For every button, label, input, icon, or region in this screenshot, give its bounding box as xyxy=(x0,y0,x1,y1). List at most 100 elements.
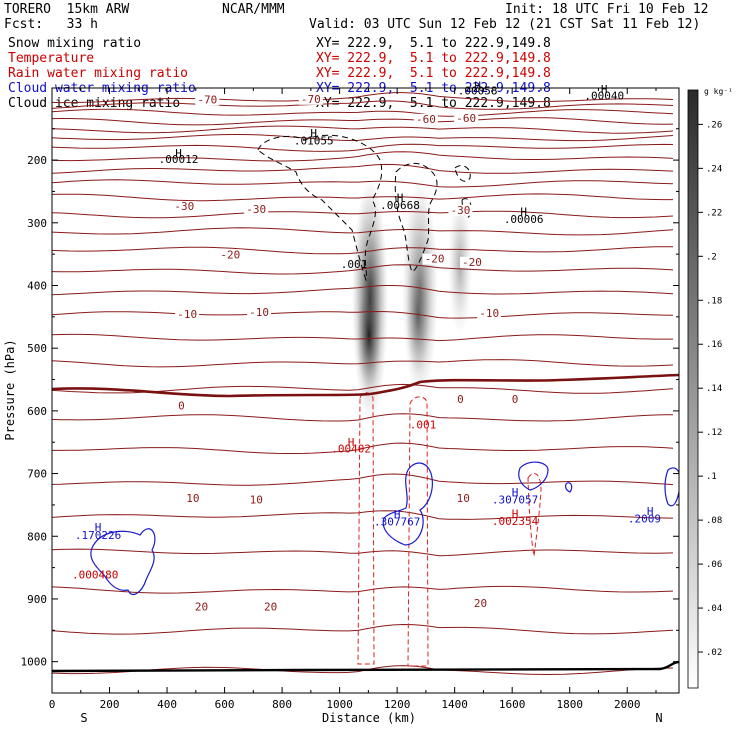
y-tick-label: 600 xyxy=(27,405,47,418)
temperature-label: -70 xyxy=(197,93,217,106)
contour-annotation: .170226 xyxy=(75,529,121,542)
temperature-label: 0 xyxy=(457,393,464,406)
temperature-label: -70 xyxy=(301,93,321,106)
temperature-label: -60 xyxy=(416,113,436,126)
isotherm-line xyxy=(52,473,674,486)
isotherm-line xyxy=(52,100,674,110)
temperature-label-bg xyxy=(422,253,447,265)
temperature-label: 10 xyxy=(186,492,199,505)
contour-annotation: .00012 xyxy=(159,153,199,166)
legend-rain-name: Rain water mixing ratio xyxy=(8,66,189,81)
snow-shading xyxy=(352,180,472,420)
colorbar-tick-label: .2 xyxy=(706,252,717,262)
isotherm-line xyxy=(52,227,674,236)
contour-annotation: .00402 xyxy=(331,442,371,455)
temperature-label-bg xyxy=(454,113,479,125)
legend-cloud-ice-name: Cloud ice mixing ratio xyxy=(8,96,181,111)
chart-annotations: -70 -70 -60 -60 -30 -30 -30 -20 -20 -20 -10 -10 -10 0… xyxy=(72,79,661,613)
isotherm-line xyxy=(52,585,674,594)
x-tick-label: 1800 xyxy=(556,698,583,711)
y-tick-label: 400 xyxy=(27,279,47,292)
ground-line xyxy=(52,660,679,673)
contour-annotation: H xyxy=(394,508,401,521)
x-axis-label: Distance (km) xyxy=(322,711,416,725)
colorbar-tick-label: .24 xyxy=(706,164,722,174)
temperature-label: 20 xyxy=(195,601,208,614)
temperature-label-bg xyxy=(258,601,283,613)
temperature-label-bg xyxy=(180,493,205,505)
colorbar-tick-label: .06 xyxy=(706,560,722,570)
contour-annotation: H xyxy=(348,436,355,449)
temperature-label: 20 xyxy=(474,597,487,610)
y-tick-label: 300 xyxy=(27,217,47,230)
isotherm-line xyxy=(52,413,674,422)
freezing-level xyxy=(52,373,679,398)
y-tick-label: 900 xyxy=(27,593,47,606)
colorbar-tick-label: .1 xyxy=(706,472,717,482)
isotherm-line xyxy=(52,143,674,152)
y-tick-label: 200 xyxy=(27,154,47,167)
y-tick-label: 700 xyxy=(27,468,47,481)
x-tick-label: 1400 xyxy=(441,698,468,711)
valid-label: Valid: 03 UTC Sun 12 Feb 12 (21 CST Sat … xyxy=(309,17,701,32)
contour-annotation: H xyxy=(95,521,102,534)
temperature-label: -10 xyxy=(479,307,499,320)
isotherm-line xyxy=(52,510,674,520)
legend-temperature-xy: XY= 222.9, 5.1 to 222.9,149.8 xyxy=(316,51,551,66)
x-tick-label: 1600 xyxy=(499,698,526,711)
contour-annotation: .307767 xyxy=(374,516,420,529)
temperature-label-bg xyxy=(468,597,493,609)
colorbar-tick-label: .14 xyxy=(706,384,722,394)
temperature-label-bg xyxy=(244,204,269,216)
contour-annotation: .00006 xyxy=(504,213,544,226)
isotherm-line xyxy=(52,193,673,202)
x-tick-label: 600 xyxy=(215,698,235,711)
temperature-label-bg xyxy=(459,256,484,268)
contour-annotation: .002354 xyxy=(492,515,539,528)
isotherm-line xyxy=(52,359,674,368)
contour-annotation: .307057 xyxy=(492,494,538,507)
temperature-label: -20 xyxy=(220,248,240,261)
isotherm-line xyxy=(52,210,674,219)
colorbar-tick-label: .18 xyxy=(706,296,722,306)
isotherm-line xyxy=(52,134,674,142)
north-label: N xyxy=(655,711,662,725)
contour-annotation: .00058 xyxy=(458,84,498,97)
isotherm-line xyxy=(52,151,674,162)
contour-annotation: H xyxy=(512,486,519,499)
temperature-label-bg xyxy=(175,308,200,320)
contour-annotation: .001 xyxy=(410,418,437,431)
temperature-label: -30 xyxy=(450,204,470,217)
isotherm-line xyxy=(52,285,674,296)
chart-axes: 0 200 400 600 800 1000 1200 1400 1600 1800 2000200… xyxy=(21,88,679,711)
isotherm-line xyxy=(52,310,674,319)
isotherm-line xyxy=(52,548,674,557)
colorbar xyxy=(687,89,699,689)
temperature-label: 0 xyxy=(178,399,185,412)
temperature-label: 0 xyxy=(512,393,519,406)
y-tick-label: 800 xyxy=(27,530,47,543)
isotherm-line xyxy=(52,333,673,342)
colorbar-tick-label: .08 xyxy=(706,516,722,526)
colorbar-tick-label: .12 xyxy=(706,428,722,438)
temperature-label: 10 xyxy=(457,492,470,505)
temperature-label: 20 xyxy=(264,601,277,614)
temperature-label: -20 xyxy=(425,253,445,266)
contour-annotation: H xyxy=(601,83,608,96)
temperature-label-bg xyxy=(298,93,323,105)
legend-snow-name: Snow mixing ratio xyxy=(8,36,142,51)
y-axis-label: Pressure (hPa) xyxy=(3,339,17,440)
x-tick-label: 200 xyxy=(100,698,120,711)
colorbar-tick-label: .04 xyxy=(706,604,722,614)
contour-annotation: H xyxy=(512,507,519,520)
contour-annotation: .001 xyxy=(341,258,368,271)
temperature-label-bg xyxy=(218,249,243,261)
legend-temperature-name: Temperature xyxy=(8,51,95,66)
contour-annotation: .000480 xyxy=(72,568,118,581)
south-label: S xyxy=(80,711,87,725)
contour-annotation: H xyxy=(520,205,527,218)
legend-rain-xy: XY= 222.9, 5.1 to 222.9,149.8 xyxy=(316,66,551,81)
x-tick-label: 1200 xyxy=(384,698,411,711)
temperature-label-bg xyxy=(172,201,197,212)
